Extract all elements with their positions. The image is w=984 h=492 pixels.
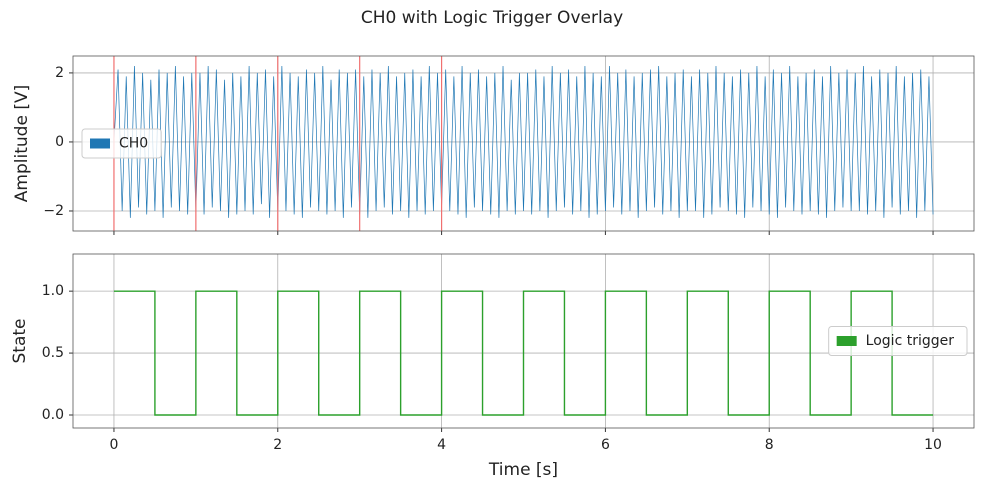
signal-line [113, 65, 934, 218]
legend-box [828, 326, 968, 356]
y-axis-label: Amplitude [V] [12, 85, 32, 202]
x-tick-label: 6 [601, 437, 610, 453]
legend: Logic trigger [828, 326, 968, 356]
x-axis-label: Time [s] [488, 460, 558, 480]
y-tick-label: 0.0 [42, 407, 64, 423]
legend-box [81, 128, 162, 159]
x-tick-label: 8 [765, 437, 774, 453]
y-tick-label: 1.0 [42, 283, 64, 299]
legend-label: Logic trigger [866, 333, 955, 349]
axes-frame [72, 253, 975, 429]
legend-label: CH0 [119, 136, 148, 152]
legend-swatch [90, 138, 110, 149]
y-tick-label: 0 [55, 134, 64, 150]
y-tick-label: 2 [55, 65, 64, 81]
x-tick-label: 0 [109, 437, 118, 453]
y-tick-label: −2 [43, 203, 64, 219]
legend-swatch [836, 336, 857, 346]
y-axis-label: State [10, 319, 30, 364]
axes-frame [72, 55, 975, 232]
legend: CH0 [81, 128, 162, 159]
y-tick-label: 0.5 [42, 345, 64, 361]
figure-title: CH0 with Logic Trigger Overlay [361, 8, 623, 28]
x-tick-label: 10 [924, 437, 942, 453]
x-tick-label: 2 [273, 437, 282, 453]
step-line [113, 290, 934, 416]
x-tick-label: 4 [437, 437, 446, 453]
